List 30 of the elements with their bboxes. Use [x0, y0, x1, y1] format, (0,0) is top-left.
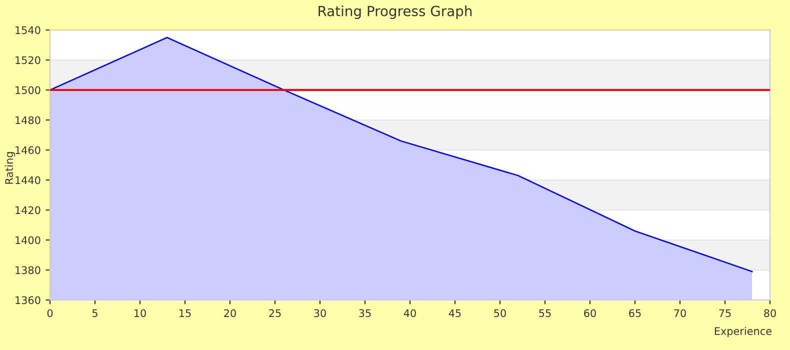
x-axis-title: Experience	[714, 326, 772, 338]
y-tick-label: 1360	[16, 296, 40, 304]
x-tick-label: 5	[92, 309, 98, 318]
x-tick-label: 35	[359, 309, 371, 318]
x-tick-label: 75	[719, 309, 731, 318]
y-tick-label: 1460	[16, 146, 40, 154]
y-tick-label: 1440	[16, 176, 40, 184]
y-tick-label: 1540	[16, 26, 40, 34]
x-tick-label: 0	[47, 309, 53, 318]
x-tick-label: 30	[314, 309, 326, 318]
x-tick-label: 15	[180, 309, 191, 318]
x-tick-label: 45	[448, 309, 461, 318]
y-tick-label: 1380	[16, 266, 40, 274]
x-tick-label: 10	[134, 309, 146, 318]
x-tick-label: 50	[494, 309, 506, 318]
y-tick-label: 1400	[16, 236, 40, 244]
x-tick-label: 40	[404, 309, 416, 318]
x-tick-label: 20	[224, 309, 236, 318]
x-tick-label: 60	[584, 309, 596, 318]
y-tick-label: 1500	[16, 86, 40, 94]
y-tick-label: 1520	[16, 56, 40, 64]
x-tick-label: 55	[539, 309, 551, 318]
x-tick-label: 70	[674, 309, 686, 318]
x-tick-label: 25	[269, 309, 281, 318]
y-axis-title: Rating	[4, 152, 16, 184]
x-tick-label: 65	[629, 309, 641, 318]
chart-title: Rating Progress Graph	[318, 6, 472, 19]
y-tick-label: 1420	[16, 206, 40, 214]
y-tick-label: 1480	[16, 116, 40, 124]
x-tick-label: 80	[764, 309, 776, 318]
